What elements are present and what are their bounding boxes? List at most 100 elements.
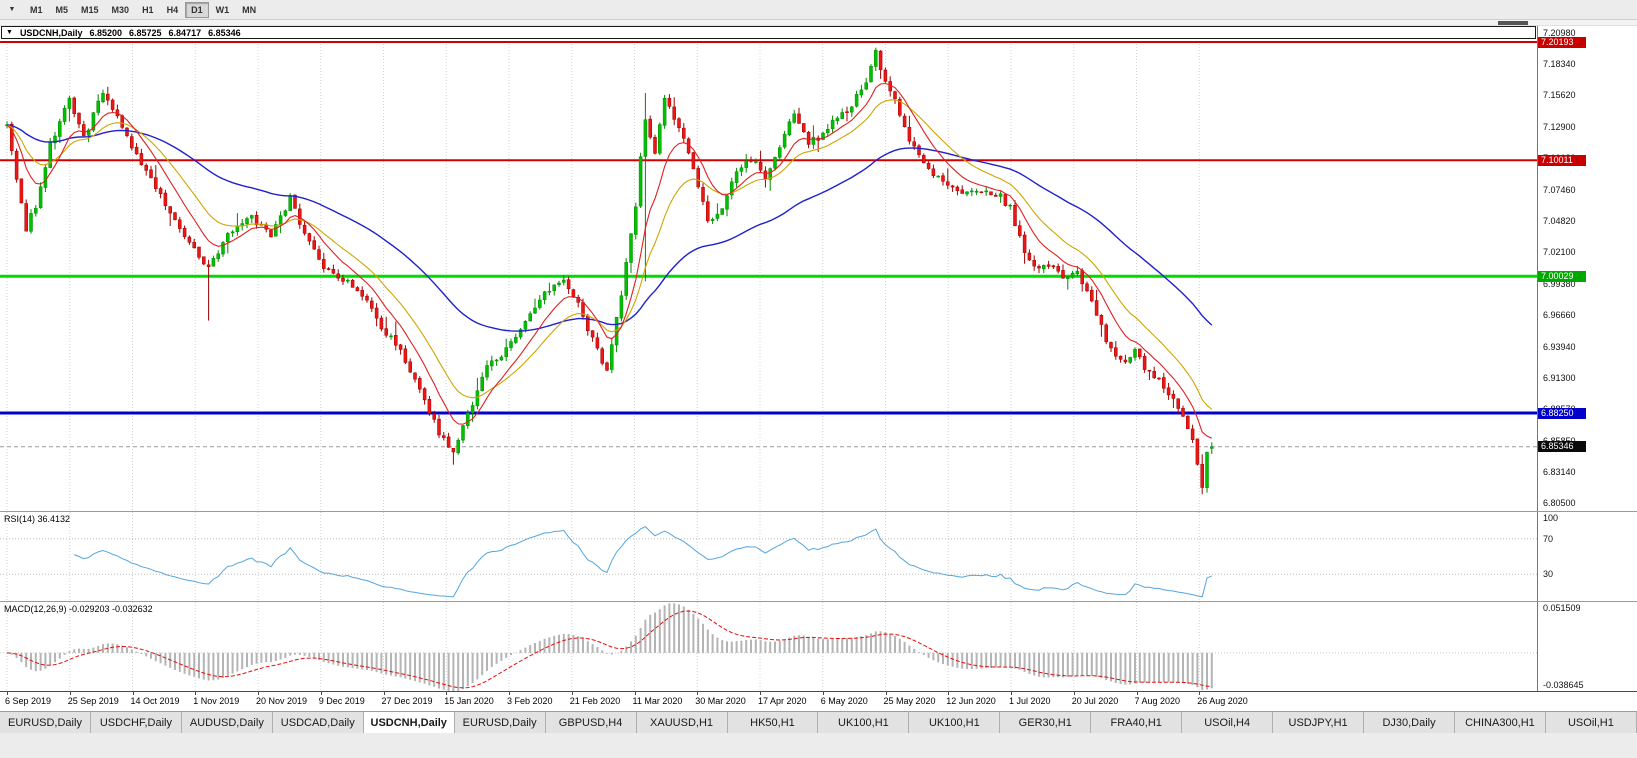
date-label: 1 Jul 2020 xyxy=(1009,696,1051,706)
scrollbar-thumb[interactable] xyxy=(1498,21,1528,25)
chart-tab-usdchf-daily[interactable]: USDCHF,Daily xyxy=(90,712,182,733)
timeframe-button-m1[interactable]: M1 xyxy=(30,4,43,15)
chart-tab-hk50-h1[interactable]: HK50,H1 xyxy=(727,712,819,733)
macd-scale-max: 0.051509 xyxy=(1543,603,1581,613)
date-label: 7 Aug 2020 xyxy=(1134,696,1181,706)
chart-tab-ger30-h1[interactable]: GER30,H1 xyxy=(1000,712,1092,733)
date-axis-tick xyxy=(383,692,385,695)
date-axis-tick xyxy=(885,692,887,695)
price-tick-label: 6.91300 xyxy=(1543,372,1576,383)
panel-separator-macd[interactable] xyxy=(0,601,1637,602)
timeframe-button-m5[interactable]: M5 xyxy=(55,4,69,15)
price-tick-label: 6.96660 xyxy=(1543,310,1576,321)
price-tick-label: 6.85850 xyxy=(1543,436,1576,446)
date-label: 1 Nov 2019 xyxy=(193,696,240,706)
date-label: 14 Oct 2019 xyxy=(130,696,180,706)
chart-tab-usdcnh-daily[interactable]: USDCNH,Daily xyxy=(363,712,455,733)
timeframe-button-m15[interactable]: M15 xyxy=(81,4,99,15)
timeframe-button-h4[interactable]: H4 xyxy=(166,4,179,15)
date-label: 30 Mar 2020 xyxy=(695,696,746,706)
macd-canvas[interactable] xyxy=(0,602,1537,691)
date-axis-tick xyxy=(446,692,448,695)
timeframe-buttons: M1 M5 M15 M30 H1 H4 D1 W1 MN xyxy=(24,1,262,18)
price-badge-6.88250: 6.88250 xyxy=(1538,407,1586,419)
date-label: 25 May 2020 xyxy=(883,696,936,706)
date-label: 9 Dec 2019 xyxy=(318,696,365,706)
date-axis-tick xyxy=(258,692,259,695)
chart-tab-audusd-daily[interactable]: AUDUSD,Daily xyxy=(181,712,273,733)
plot xyxy=(0,26,1537,691)
chevron-down-icon: ▼ xyxy=(8,6,16,13)
panel-separator-rsi[interactable] xyxy=(0,511,1637,512)
timeframe-button-mn[interactable]: MN xyxy=(242,4,257,15)
date-label: 12 Jun 2020 xyxy=(946,696,996,706)
price-tick-label: 7.04820 xyxy=(1543,215,1576,226)
chart-tab-usdcad-daily[interactable]: USDCAD,Daily xyxy=(272,712,364,733)
chart-tab-usdjpy-h1[interactable]: USDJPY,H1 xyxy=(1273,712,1365,733)
macd-scale-min: -0.038645 xyxy=(1543,680,1584,690)
chart-tab-eurusd-daily[interactable]: EURUSD,Daily xyxy=(0,712,91,733)
date-axis-tick xyxy=(1011,692,1012,695)
date-axis-tick xyxy=(822,692,824,695)
ohlc-open: 6.85200 xyxy=(89,27,122,38)
date-label: 3 Feb 2020 xyxy=(507,696,553,706)
chart-tab-xauusd-h1[interactable]: XAUUSD,H1 xyxy=(636,712,728,733)
date-label: 21 Feb 2020 xyxy=(569,696,621,706)
chart-tab-fra40-h1[interactable]: FRA40,H1 xyxy=(1091,712,1183,733)
date-label: 17 Apr 2020 xyxy=(758,696,807,706)
date-label: 20 Nov 2019 xyxy=(256,696,308,706)
timeframe-button-m30[interactable]: M30 xyxy=(111,4,130,15)
chart-tab-gbpusd-h4[interactable]: GBPUSD,H4 xyxy=(545,712,637,733)
ohlc-low: 6.84717 xyxy=(168,27,202,38)
date-axis-tick xyxy=(509,692,510,695)
charts-dropdown-button[interactable]: ▼ xyxy=(2,2,22,18)
date-axis[interactable]: 6 Sep 2019 25 Sep 2019 14 Oct 2019 1 Nov 20… xyxy=(0,691,1637,711)
date-label: 15 Jan 2020 xyxy=(444,696,494,706)
rsi-canvas[interactable] xyxy=(0,512,1537,601)
date-axis-tick xyxy=(697,692,699,695)
collapse-icon[interactable]: ▼ xyxy=(6,29,13,36)
rsi-indicator-label: RSI(14) 36.4132 xyxy=(4,514,71,524)
date-axis-tick xyxy=(195,692,197,695)
timeframe-button-d1[interactable]: D1 xyxy=(185,1,209,18)
timeframe-button-w1[interactable]: W1 xyxy=(215,4,230,15)
top-toolbar: ▼ M1 M5 M15 M30 H1 H4 D1 W1 MN xyxy=(0,0,1637,20)
main-chart-canvas[interactable] xyxy=(0,26,1537,511)
price-badge-6.85346: 6.85346 xyxy=(1538,441,1586,453)
chart-horizontal-scrollbar[interactable] xyxy=(0,20,1637,26)
price-badge-7.20193: 7.20193 xyxy=(1538,36,1586,48)
timeframe-button-h1[interactable]: H1 xyxy=(142,4,154,15)
date-label: 26 Aug 2020 xyxy=(1197,696,1248,706)
chart-symbol-label: USDCNH,Daily xyxy=(19,27,83,38)
chart-tab-china300-h1[interactable]: CHINA300,H1 xyxy=(1455,712,1546,733)
bottom-strip xyxy=(0,733,1637,758)
chart-tab-uk100-h1[interactable]: UK100,H1 xyxy=(909,712,1001,733)
price-tick-label: 6.83140 xyxy=(1543,467,1576,478)
date-axis-tick xyxy=(948,692,950,695)
chart-tab-usoil-h1[interactable]: USOil,H1 xyxy=(1545,712,1637,733)
price-tick-label: 6.80500 xyxy=(1543,498,1576,508)
date-label: 20 Jul 2020 xyxy=(1071,696,1119,706)
chart-tab-dj30-daily[interactable]: DJ30,Daily xyxy=(1364,712,1455,733)
chart-tab-eurusd-daily[interactable]: EURUSD,Daily xyxy=(454,712,546,733)
date-axis-tick xyxy=(7,692,8,695)
chart-tab-usoil-h4[interactable]: USOil,H4 xyxy=(1182,712,1274,733)
rsi-scale-label: 30 xyxy=(1543,569,1554,580)
date-axis-tick xyxy=(634,692,636,695)
chart-tab-uk100-h1[interactable]: UK100,H1 xyxy=(818,712,910,733)
price-badge-7.10011: 7.10011 xyxy=(1538,154,1586,166)
rsi-scale-label: 100 xyxy=(1543,513,1559,523)
price-tick-label: 6.93940 xyxy=(1543,341,1576,352)
price-tick-label: 7.15620 xyxy=(1543,90,1576,101)
ohlc-close: 6.85346 xyxy=(208,27,241,38)
date-axis-tick xyxy=(320,692,322,695)
price-tick-label: 7.07460 xyxy=(1543,184,1576,195)
date-label: 27 Dec 2019 xyxy=(381,696,433,706)
date-axis-tick xyxy=(1073,692,1075,695)
price-scale[interactable] xyxy=(1537,26,1637,691)
price-tick-label: 7.20980 xyxy=(1543,27,1576,38)
price-tick-label: 7.18340 xyxy=(1543,58,1576,69)
date-label: 6 Sep 2019 xyxy=(5,696,52,706)
rsi-scale-label: 70 xyxy=(1543,533,1554,544)
date-label: 25 Sep 2019 xyxy=(67,696,119,706)
